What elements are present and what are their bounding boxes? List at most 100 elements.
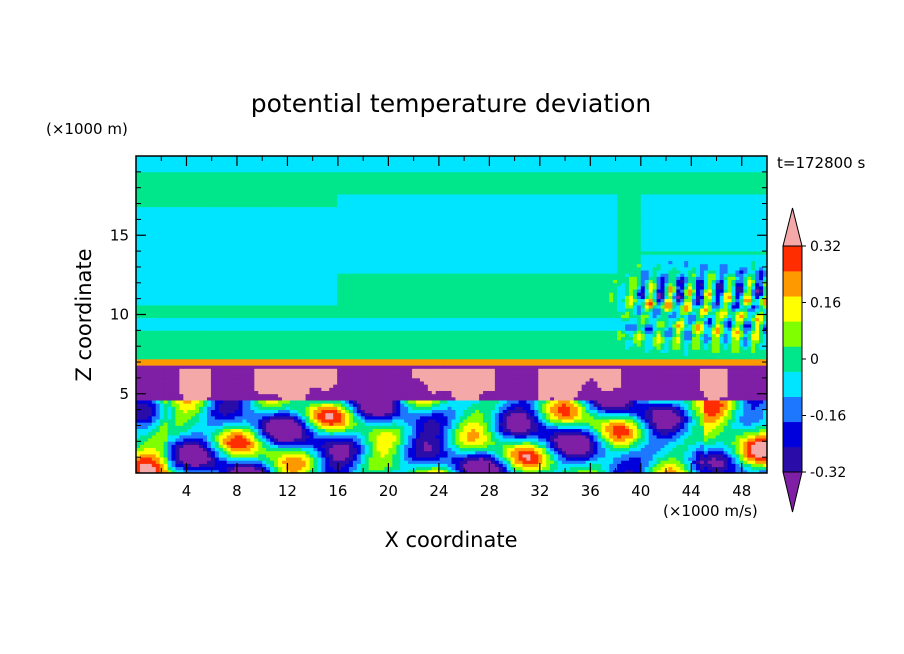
field-cell [632, 406, 638, 410]
field-cell [214, 434, 220, 439]
field-cell [688, 447, 693, 452]
field-cell [510, 415, 515, 420]
field-cell [585, 469, 590, 473]
field-cell [388, 400, 393, 404]
field-cell [408, 390, 413, 395]
field-cell [250, 431, 255, 436]
field-cell [455, 450, 460, 455]
field-cell [230, 441, 235, 445]
field-cell [266, 400, 271, 404]
field-cell [656, 403, 661, 407]
field-cell [364, 412, 370, 417]
field-cell [625, 425, 630, 430]
field-cell [376, 412, 381, 417]
field-cell [723, 438, 728, 442]
field-cell [262, 447, 267, 452]
field-cell [605, 406, 610, 410]
field-cell [593, 460, 598, 464]
field-cell [617, 466, 622, 471]
field-cell [731, 434, 736, 439]
field-cell [242, 419, 247, 423]
field-cell [688, 438, 693, 442]
field-cell [159, 463, 164, 468]
field-cell [309, 469, 314, 473]
field-cell [258, 425, 263, 430]
field-cell [514, 460, 519, 464]
field-cell [210, 400, 216, 404]
field-cell [151, 381, 157, 385]
field-cell [699, 387, 705, 391]
field-cell [270, 441, 275, 445]
field-cell [494, 463, 500, 468]
field-cell [593, 409, 598, 414]
field-cell [419, 400, 425, 404]
field-cell [471, 377, 476, 382]
field-cell [218, 400, 224, 404]
field-cell [136, 403, 141, 407]
field-cell [364, 393, 370, 398]
field-cell [341, 463, 346, 468]
field-cell [364, 422, 370, 426]
field-cell [621, 441, 626, 445]
field-cell [735, 406, 740, 410]
field-cell [155, 371, 161, 376]
field-cell [384, 406, 389, 410]
field-cell [577, 460, 583, 464]
field-cell [589, 463, 594, 468]
field-cell [163, 460, 168, 464]
field-cell [735, 403, 740, 407]
field-cell [546, 393, 551, 398]
field-cell [396, 428, 401, 433]
field-cell [139, 469, 145, 473]
field-cell [419, 444, 425, 449]
field-cell [329, 457, 334, 461]
field-cell [270, 419, 275, 423]
field-cell [526, 415, 531, 420]
field-cell [660, 422, 665, 426]
field-cell [313, 406, 318, 410]
field-cell [652, 434, 657, 439]
field-cell [333, 396, 338, 401]
field-cell [313, 447, 318, 452]
field-cell [242, 390, 247, 395]
field-cell [171, 377, 176, 382]
field-cell [593, 396, 598, 401]
field-cell [447, 444, 452, 449]
field-cell [199, 447, 204, 452]
field-cell [274, 393, 279, 398]
field-cell [191, 396, 196, 401]
field-cell [475, 403, 480, 407]
field-cell [143, 419, 149, 423]
field-cell [293, 415, 299, 420]
field-cell [143, 381, 149, 385]
field-cell [715, 419, 721, 423]
field-cell [364, 463, 370, 468]
field-cell [688, 469, 693, 473]
field-cell [258, 434, 263, 439]
field-cell [680, 469, 685, 473]
field-cell [408, 422, 413, 426]
field-cell [676, 384, 681, 388]
field-cell [632, 434, 638, 439]
field-cell [490, 434, 496, 439]
field-cell [625, 428, 630, 433]
field-cell [743, 415, 748, 420]
field-cell [238, 444, 243, 449]
field-cell [546, 466, 551, 471]
field-cell [143, 438, 149, 442]
field-cell [301, 450, 306, 455]
field-cell [183, 460, 188, 464]
field-cell [372, 441, 377, 445]
field-cell [396, 415, 401, 420]
field-cell [451, 447, 456, 452]
field-cell [226, 396, 232, 401]
field-cell [676, 400, 681, 404]
field-cell [486, 390, 492, 395]
field-cell [246, 415, 251, 420]
field-cell [143, 466, 149, 471]
field-cell [321, 438, 326, 442]
field-cell [593, 444, 598, 449]
field-cell [297, 425, 303, 430]
field-cell [628, 431, 634, 436]
field-cell [210, 441, 216, 445]
